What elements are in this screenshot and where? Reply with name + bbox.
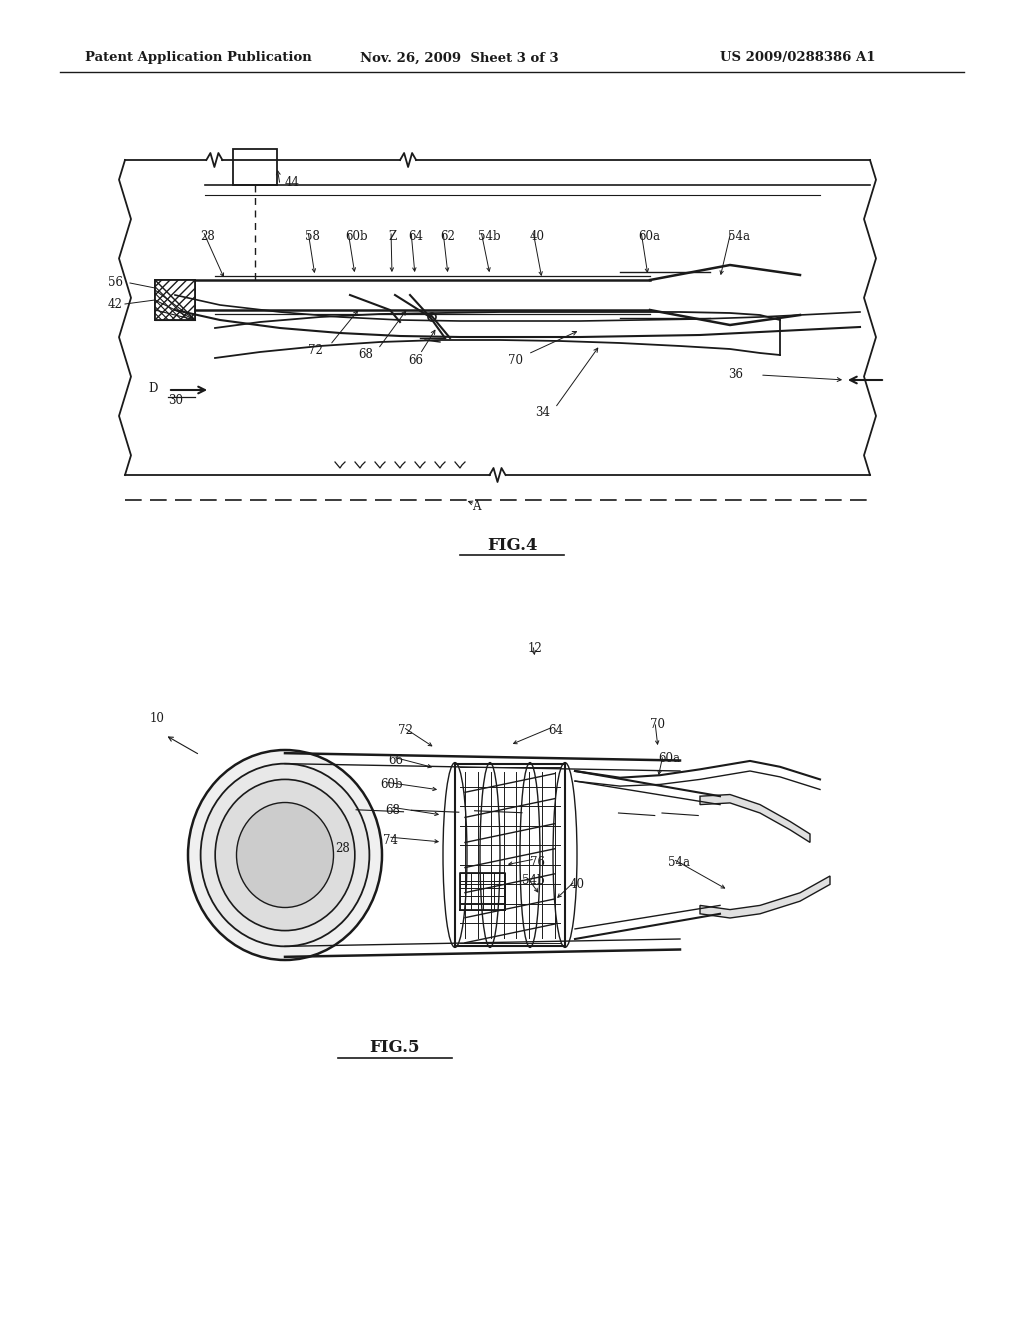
Text: 28: 28: [335, 842, 350, 854]
Polygon shape: [700, 876, 830, 917]
Text: 72: 72: [308, 343, 323, 356]
Text: 72: 72: [398, 723, 413, 737]
Text: 44: 44: [285, 176, 300, 189]
Text: US 2009/0288386 A1: US 2009/0288386 A1: [720, 51, 876, 65]
Text: FIG.5: FIG.5: [370, 1040, 420, 1056]
Text: 54a: 54a: [728, 231, 750, 243]
Text: 12: 12: [528, 642, 543, 655]
Text: 60a: 60a: [638, 231, 660, 243]
Text: 74: 74: [383, 833, 398, 846]
Text: 64: 64: [408, 231, 423, 243]
Text: 60b: 60b: [345, 231, 368, 243]
Text: 28: 28: [200, 231, 215, 243]
Text: A: A: [472, 500, 480, 513]
Text: 64: 64: [548, 723, 563, 737]
Ellipse shape: [215, 779, 355, 931]
Bar: [155, 280, 195, 319]
Ellipse shape: [237, 803, 334, 908]
Text: Patent Application Publication: Patent Application Publication: [85, 51, 311, 65]
Text: 54a: 54a: [668, 855, 690, 869]
Text: 66: 66: [408, 354, 423, 367]
Text: Nov. 26, 2009  Sheet 3 of 3: Nov. 26, 2009 Sheet 3 of 3: [360, 51, 559, 65]
Text: 54b: 54b: [478, 231, 501, 243]
Bar: [155, 280, 195, 319]
Text: 60a: 60a: [658, 751, 680, 764]
Text: 54b: 54b: [522, 874, 545, 887]
Text: 56: 56: [108, 276, 123, 289]
Text: 70: 70: [508, 354, 523, 367]
Bar: [233, 149, 278, 185]
Text: 58: 58: [305, 231, 319, 243]
Text: 40: 40: [530, 231, 545, 243]
Ellipse shape: [201, 764, 370, 946]
Text: 76: 76: [530, 855, 545, 869]
Text: Z: Z: [388, 231, 396, 243]
Text: 40: 40: [570, 878, 585, 891]
Text: 30: 30: [168, 393, 183, 407]
Text: 62: 62: [440, 231, 455, 243]
Text: 10: 10: [150, 711, 165, 725]
Text: 70: 70: [650, 718, 665, 731]
Ellipse shape: [188, 750, 382, 960]
Text: D: D: [148, 381, 158, 395]
Polygon shape: [700, 795, 810, 842]
Text: 68: 68: [385, 804, 400, 817]
Text: 36: 36: [728, 368, 743, 381]
Text: 66: 66: [388, 754, 403, 767]
Text: FIG.4: FIG.4: [486, 536, 538, 553]
Text: 60b: 60b: [380, 779, 402, 792]
Text: 68: 68: [358, 348, 373, 362]
Text: 42: 42: [108, 297, 123, 310]
Text: 34: 34: [535, 407, 550, 420]
